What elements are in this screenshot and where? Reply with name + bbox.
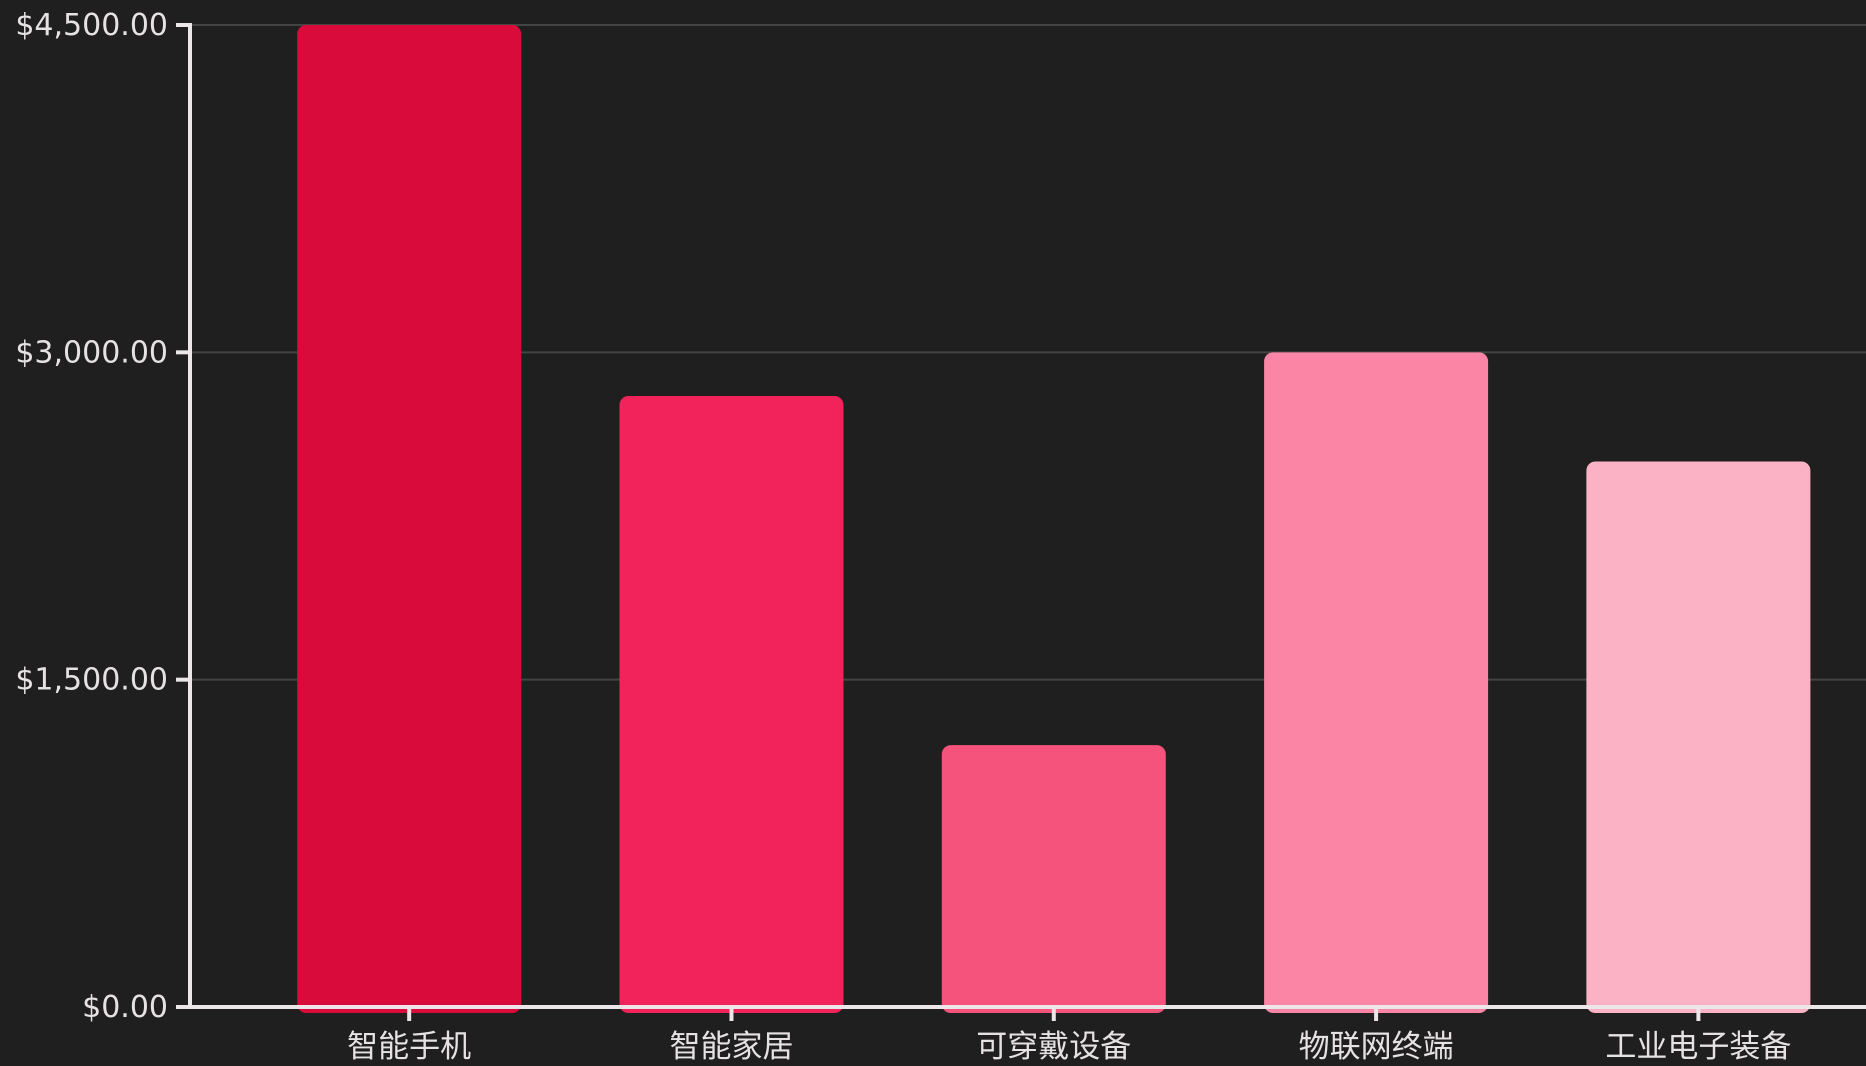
bar <box>619 395 844 1013</box>
axes <box>188 23 1866 1009</box>
bar <box>297 25 522 1013</box>
bar <box>1264 352 1489 1013</box>
bars <box>297 25 1811 1013</box>
x-tick-label: 智能手机 <box>347 1029 471 1065</box>
x-tick-label: 工业电子装备 <box>1605 1029 1791 1065</box>
y-axis-ticks: $0.00 $1,500.00 $3,000.00 $4,500.00 <box>15 8 190 1025</box>
x-tick-label: 智能家居 <box>669 1029 793 1065</box>
y-tick-label: $3,000.00 <box>15 335 168 370</box>
bar <box>1586 461 1811 1013</box>
y-tick-label: $0.00 <box>82 990 168 1025</box>
y-tick-label: $1,500.00 <box>15 663 168 698</box>
x-tick-label: 物联网终端 <box>1299 1029 1454 1065</box>
bar <box>941 745 1166 1013</box>
x-axis-ticks: 智能手机 智能家居 可穿戴设备 物联网终端 工业电子装备 <box>347 1007 1791 1065</box>
y-tick-label: $4,500.00 <box>15 8 168 43</box>
x-tick-label: 可穿戴设备 <box>976 1029 1131 1065</box>
